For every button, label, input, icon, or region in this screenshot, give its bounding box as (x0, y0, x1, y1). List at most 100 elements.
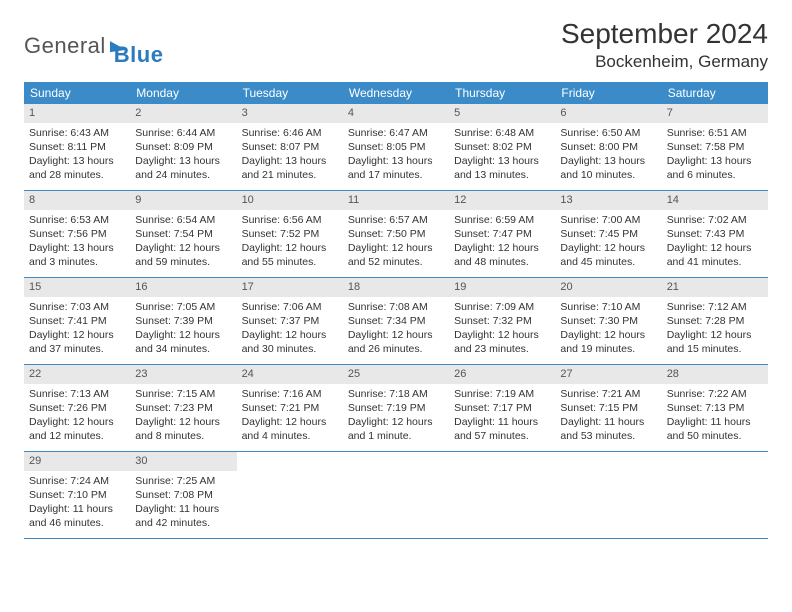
daylight-line: Daylight: 11 hours and 50 minutes. (667, 415, 763, 443)
dow-friday: Friday (555, 82, 661, 104)
daylight-line: Daylight: 13 hours and 24 minutes. (135, 154, 231, 182)
day-number: 30 (130, 452, 236, 471)
sunrise-line: Sunrise: 6:48 AM (454, 126, 550, 140)
week-row: 29Sunrise: 7:24 AMSunset: 7:10 PMDayligh… (24, 452, 768, 539)
day-cell: 4Sunrise: 6:47 AMSunset: 8:05 PMDaylight… (343, 104, 449, 190)
sunrise-line: Sunrise: 6:53 AM (29, 213, 125, 227)
sunrise-line: Sunrise: 7:10 AM (560, 300, 656, 314)
daylight-line: Daylight: 12 hours and 15 minutes. (667, 328, 763, 356)
sunset-line: Sunset: 7:34 PM (348, 314, 444, 328)
day-cell: 5Sunrise: 6:48 AMSunset: 8:02 PMDaylight… (449, 104, 555, 190)
day-cell: 3Sunrise: 6:46 AMSunset: 8:07 PMDaylight… (237, 104, 343, 190)
day-cell: 21Sunrise: 7:12 AMSunset: 7:28 PMDayligh… (662, 278, 768, 364)
week-row: 15Sunrise: 7:03 AMSunset: 7:41 PMDayligh… (24, 278, 768, 365)
dow-saturday: Saturday (662, 82, 768, 104)
day-number: 4 (343, 104, 449, 123)
sunset-line: Sunset: 7:47 PM (454, 227, 550, 241)
sunrise-line: Sunrise: 6:47 AM (348, 126, 444, 140)
sunrise-line: Sunrise: 6:50 AM (560, 126, 656, 140)
sunset-line: Sunset: 7:32 PM (454, 314, 550, 328)
day-cell: 1Sunrise: 6:43 AMSunset: 8:11 PMDaylight… (24, 104, 130, 190)
day-number: 18 (343, 278, 449, 297)
daylight-line: Daylight: 11 hours and 42 minutes. (135, 502, 231, 530)
daylight-line: Daylight: 12 hours and 41 minutes. (667, 241, 763, 269)
daylight-line: Daylight: 12 hours and 4 minutes. (242, 415, 338, 443)
day-cell: 7Sunrise: 6:51 AMSunset: 7:58 PMDaylight… (662, 104, 768, 190)
day-number: 26 (449, 365, 555, 384)
sunrise-line: Sunrise: 6:44 AM (135, 126, 231, 140)
dow-thursday: Thursday (449, 82, 555, 104)
sunset-line: Sunset: 7:30 PM (560, 314, 656, 328)
sunrise-line: Sunrise: 7:21 AM (560, 387, 656, 401)
day-number: 2 (130, 104, 236, 123)
sunset-line: Sunset: 7:56 PM (29, 227, 125, 241)
sunset-line: Sunset: 7:58 PM (667, 140, 763, 154)
empty-cell (343, 452, 449, 538)
sunset-line: Sunset: 7:37 PM (242, 314, 338, 328)
day-cell: 24Sunrise: 7:16 AMSunset: 7:21 PMDayligh… (237, 365, 343, 451)
day-cell: 26Sunrise: 7:19 AMSunset: 7:17 PMDayligh… (449, 365, 555, 451)
brand-triangle-icon (110, 38, 126, 51)
weeks-container: 1Sunrise: 6:43 AMSunset: 8:11 PMDaylight… (24, 104, 768, 539)
day-number: 20 (555, 278, 661, 297)
sunset-line: Sunset: 8:11 PM (29, 140, 125, 154)
daylight-line: Daylight: 13 hours and 13 minutes. (454, 154, 550, 182)
day-cell: 17Sunrise: 7:06 AMSunset: 7:37 PMDayligh… (237, 278, 343, 364)
day-number: 25 (343, 365, 449, 384)
location-label: Bockenheim, Germany (561, 52, 768, 72)
sunrise-line: Sunrise: 7:12 AM (667, 300, 763, 314)
day-number: 27 (555, 365, 661, 384)
day-cell: 2 Sunrise: 6:44 AMSunset: 8:09 PMDaylight… (130, 104, 236, 190)
day-number: 13 (555, 191, 661, 210)
day-number: 15 (24, 278, 130, 297)
sunrise-line: Sunrise: 6:46 AM (242, 126, 338, 140)
daylight-line: Daylight: 12 hours and 23 minutes. (454, 328, 550, 356)
sunrise-line: Sunrise: 7:05 AM (135, 300, 231, 314)
day-cell: 20Sunrise: 7:10 AMSunset: 7:30 PMDayligh… (555, 278, 661, 364)
day-number: 28 (662, 365, 768, 384)
day-cell: 12Sunrise: 6:59 AMSunset: 7:47 PMDayligh… (449, 191, 555, 277)
sunset-line: Sunset: 7:39 PM (135, 314, 231, 328)
week-row: 8Sunrise: 6:53 AMSunset: 7:56 PMDaylight… (24, 191, 768, 278)
daylight-line: Daylight: 11 hours and 53 minutes. (560, 415, 656, 443)
dow-wednesday: Wednesday (343, 82, 449, 104)
day-cell: 27Sunrise: 7:21 AMSunset: 7:15 PMDayligh… (555, 365, 661, 451)
day-number: 23 (130, 365, 236, 384)
day-number: 16 (130, 278, 236, 297)
empty-cell (449, 452, 555, 538)
day-number: 21 (662, 278, 768, 297)
dow-monday: Monday (130, 82, 236, 104)
day-cell: 9Sunrise: 6:54 AMSunset: 7:54 PMDaylight… (130, 191, 236, 277)
sunrise-line: Sunrise: 7:19 AM (454, 387, 550, 401)
sunrise-line: Sunrise: 7:18 AM (348, 387, 444, 401)
daylight-line: Daylight: 13 hours and 3 minutes. (29, 241, 125, 269)
day-number: 29 (24, 452, 130, 471)
sunrise-line: Sunrise: 6:51 AM (667, 126, 763, 140)
sunset-line: Sunset: 7:19 PM (348, 401, 444, 415)
day-number: 17 (237, 278, 343, 297)
week-row: 1Sunrise: 6:43 AMSunset: 8:11 PMDaylight… (24, 104, 768, 191)
day-cell: 23Sunrise: 7:15 AMSunset: 7:23 PMDayligh… (130, 365, 236, 451)
day-cell: 29Sunrise: 7:24 AMSunset: 7:10 PMDayligh… (24, 452, 130, 538)
day-cell: 19 Sunrise: 7:09 AMSunset: 7:32 PMDayligh… (449, 278, 555, 364)
day-number: 12 (449, 191, 555, 210)
day-cell: 30Sunrise: 7:25 AMSunset: 7:08 PMDayligh… (130, 452, 236, 538)
daylight-line: Daylight: 12 hours and 30 minutes. (242, 328, 338, 356)
day-number: 9 (130, 191, 236, 210)
sunrise-line: Sunrise: 7:13 AM (29, 387, 125, 401)
sunrise-line: Sunrise: 7:09 AM (454, 300, 550, 314)
empty-cell (555, 452, 661, 538)
daylight-line: Daylight: 12 hours and 52 minutes. (348, 241, 444, 269)
day-number: 19 (449, 278, 555, 297)
day-cell: 25Sunrise: 7:18 AMSunset: 7:19 PMDayligh… (343, 365, 449, 451)
day-cell: 18Sunrise: 7:08 AMSunset: 7:34 PMDayligh… (343, 278, 449, 364)
daylight-line: Daylight: 13 hours and 21 minutes. (242, 154, 338, 182)
day-cell: 6Sunrise: 6:50 AMSunset: 8:00 PMDaylight… (555, 104, 661, 190)
empty-cell (662, 452, 768, 538)
day-cell: 8Sunrise: 6:53 AMSunset: 7:56 PMDaylight… (24, 191, 130, 277)
day-number: 7 (662, 104, 768, 123)
sunset-line: Sunset: 7:21 PM (242, 401, 338, 415)
day-number: 11 (343, 191, 449, 210)
sunset-line: Sunset: 8:09 PM (135, 140, 231, 154)
day-cell: 28Sunrise: 7:22 AMSunset: 7:13 PMDayligh… (662, 365, 768, 451)
